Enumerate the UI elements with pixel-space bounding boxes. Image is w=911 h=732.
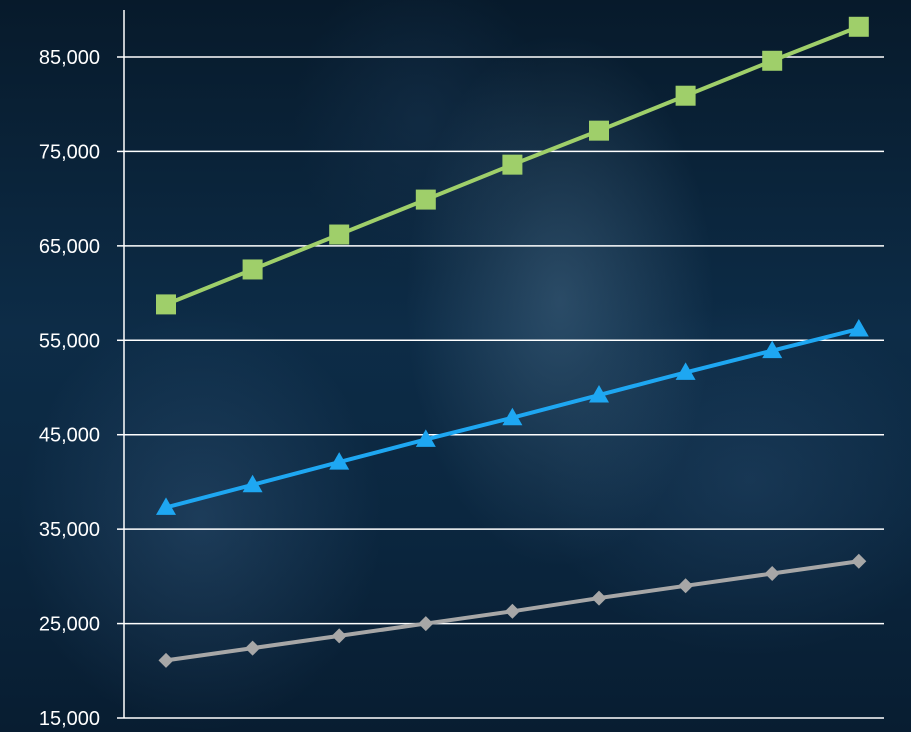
y-tick-label: 55,000 (39, 330, 100, 352)
gridlines (117, 56, 884, 719)
data-point-square (242, 259, 263, 280)
data-point-diamond (591, 590, 607, 606)
y-tick-labels: 15,000 25,000 35,000 45,000 55,000 65,000 75,0… (39, 47, 100, 730)
y-tick-label: 85,000 (39, 47, 100, 69)
data-point-triangle (502, 407, 523, 426)
y-tick-label: 65,000 (39, 236, 100, 258)
data-point-square (589, 120, 609, 141)
data-point-diamond (851, 553, 867, 569)
data-point-diamond (678, 578, 694, 594)
data-point-diamond (331, 628, 347, 644)
data-point-triangle (848, 318, 869, 337)
data-point-triangle (242, 474, 263, 493)
y-tick-label: 25,000 (39, 614, 100, 636)
data-point-triangle (156, 497, 176, 515)
data-point-triangle (762, 340, 783, 359)
data-point-square (848, 16, 869, 37)
data-point-triangle (329, 452, 350, 470)
data-point-triangle (589, 385, 609, 403)
data-point-diamond (764, 566, 780, 582)
series-square (156, 16, 869, 315)
data-point-square (156, 294, 176, 315)
data-point-square (762, 50, 783, 71)
y-tick-label: 15,000 (39, 708, 100, 730)
data-point-diamond (418, 616, 434, 632)
data-point-square (675, 85, 696, 106)
data-point-triangle (415, 429, 436, 447)
data-point-triangle (675, 362, 696, 380)
series-diamond (158, 553, 867, 668)
series-group (156, 16, 869, 668)
y-tick-label: 45,000 (39, 425, 100, 447)
data-point-square (502, 154, 523, 175)
y-tick-label: 35,000 (39, 519, 100, 541)
y-tick-label: 75,000 (39, 141, 100, 163)
series-triangle (156, 318, 869, 515)
data-point-diamond (158, 652, 174, 668)
data-point-square (329, 224, 350, 245)
data-point-diamond (245, 640, 261, 656)
data-point-diamond (504, 603, 520, 619)
data-point-square (415, 189, 436, 210)
